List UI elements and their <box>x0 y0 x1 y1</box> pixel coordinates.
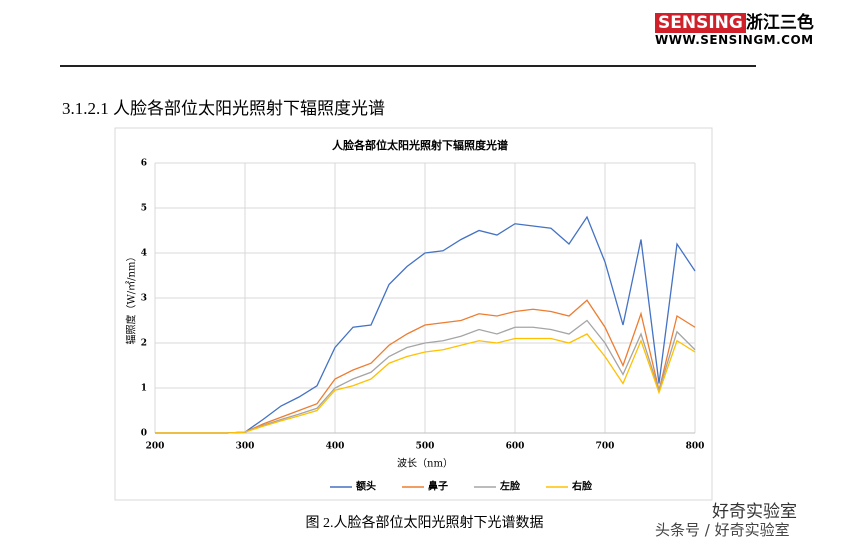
legend-label: 左脸 <box>499 480 521 493</box>
x-tick-label: 700 <box>596 442 615 452</box>
chart-frame <box>114 127 713 501</box>
y-tick-label: 4 <box>141 249 147 259</box>
x-axis-label: 波长（nm） <box>397 457 453 470</box>
x-tick-label: 200 <box>146 442 165 452</box>
y-tick-label: 5 <box>141 204 147 214</box>
legend-label: 鼻子 <box>428 480 448 493</box>
y-tick-label: 2 <box>141 339 147 349</box>
legend-label: 右脸 <box>571 480 593 493</box>
caption: 图 2.人脸各部位太阳光照射下光谱数据 <box>305 516 544 531</box>
header-rule <box>60 65 756 67</box>
y-tick-label: 1 <box>141 384 147 394</box>
y-axis-label: 辐照度（W/㎡/nm） <box>125 252 138 345</box>
x-tick-label: 400 <box>326 442 345 452</box>
section-title: 3.1.2.1 人脸各部位太阳光照射下辐照度光谱 <box>62 99 385 118</box>
x-tick-label: 800 <box>686 442 705 452</box>
website: WWW.SENSINGM.COM <box>655 33 814 47</box>
y-tick-label: 0 <box>141 429 147 439</box>
logo: SENSING 浙江三色 <box>655 8 814 33</box>
watermark: 头条号 / 好奇实验室 <box>655 521 790 539</box>
x-tick-label: 500 <box>416 442 435 452</box>
x-tick-label: 600 <box>506 442 525 452</box>
chart-title: 人脸各部位太阳光照射下辐照度光谱 <box>332 138 508 152</box>
y-tick-label: 6 <box>141 159 147 169</box>
brand: SENSING <box>655 13 746 33</box>
series-line <box>155 333 696 434</box>
brand-cn: 浙江三色 <box>745 13 814 33</box>
x-tick-label: 300 <box>236 442 255 452</box>
watermark: 好奇实验室 <box>712 502 797 522</box>
y-tick-label: 3 <box>141 294 147 304</box>
legend-label: 额头 <box>356 480 376 493</box>
